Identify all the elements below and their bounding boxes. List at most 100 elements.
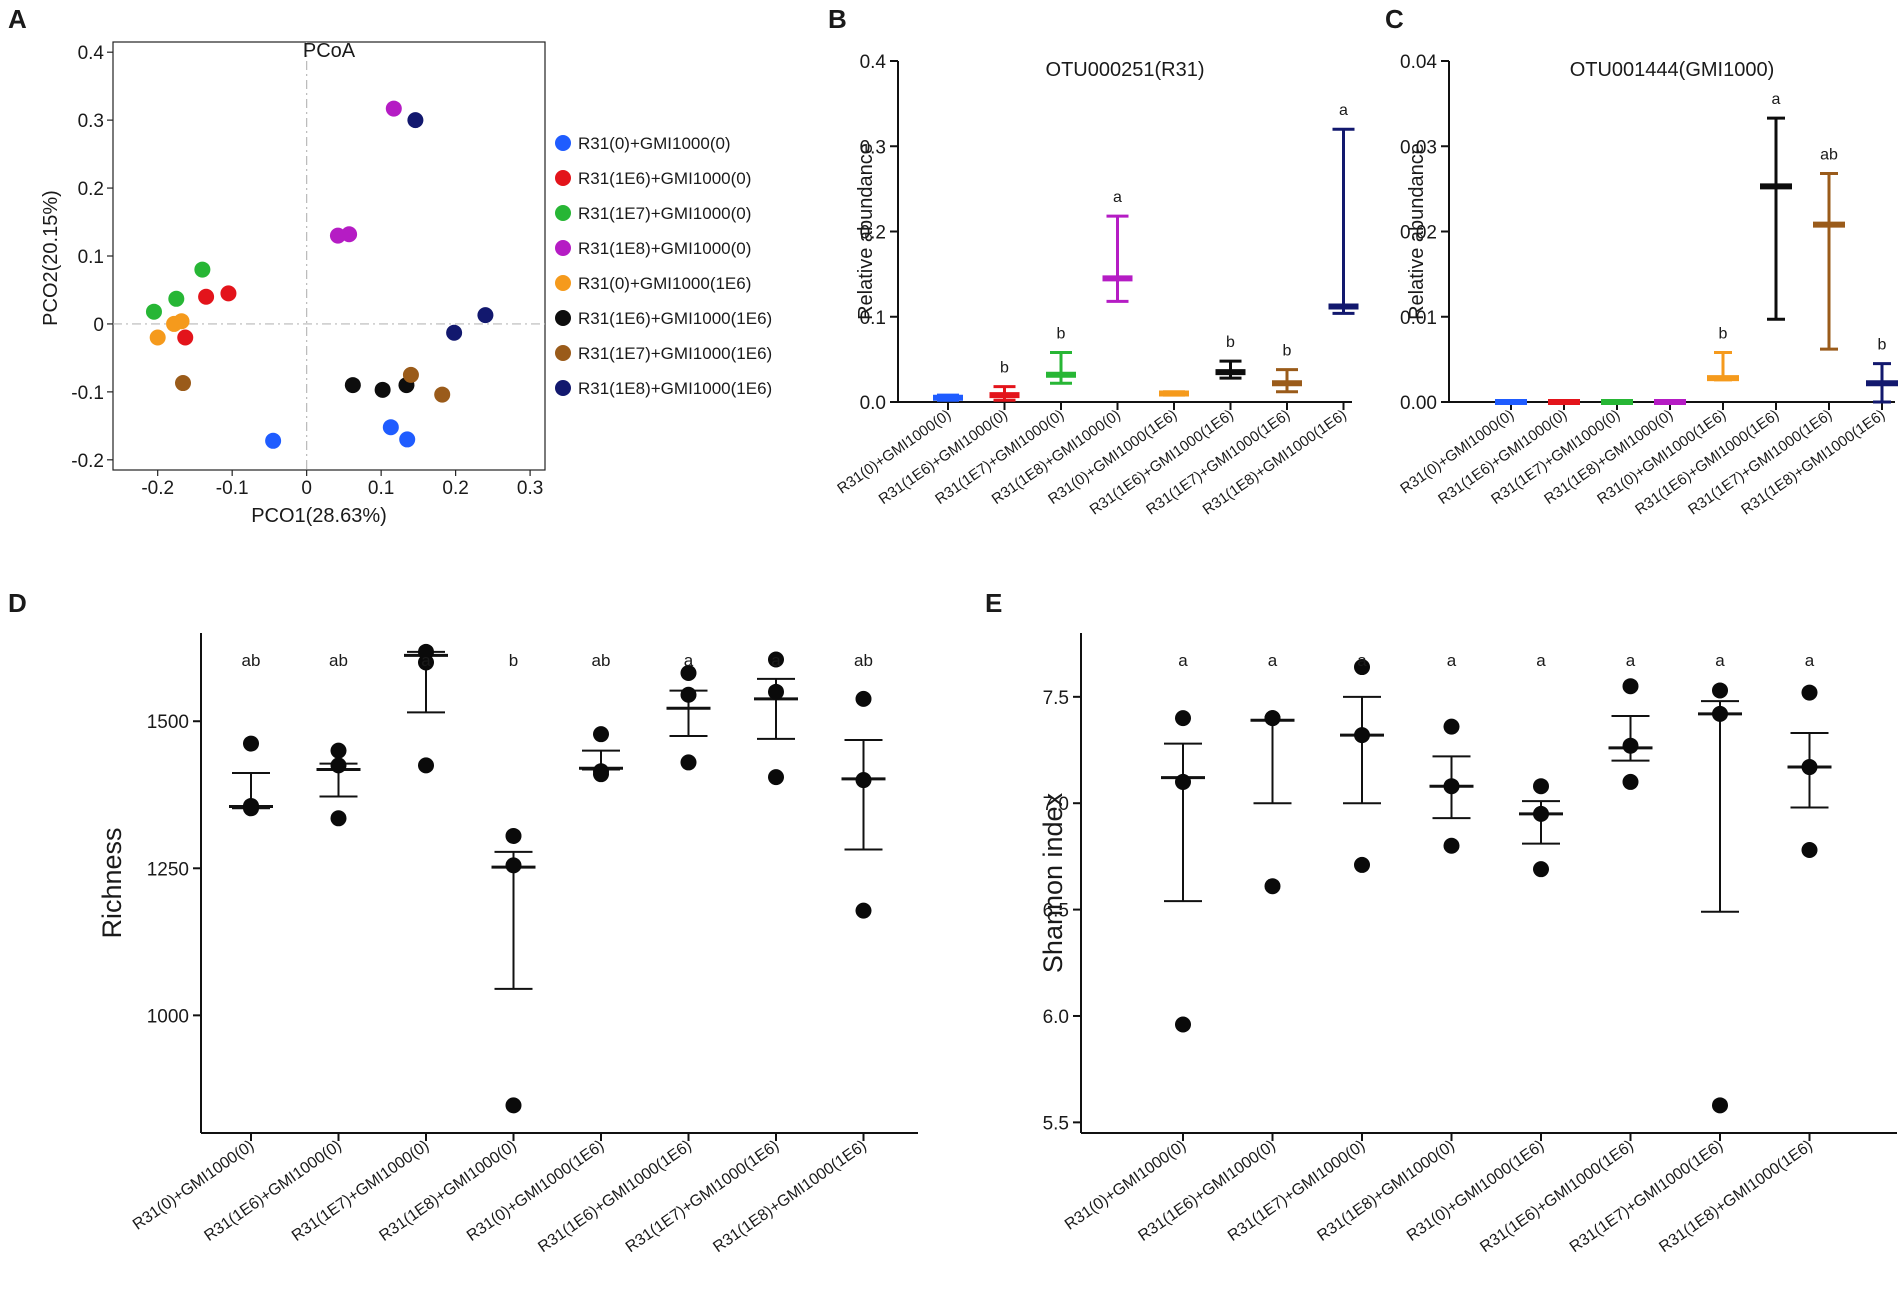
- richness-significance-letter: a: [684, 651, 694, 670]
- shannon-data-point: [1443, 778, 1460, 795]
- richness-data-point: [768, 683, 784, 700]
- shannon-data-point: [1533, 805, 1549, 822]
- legend-label: R31(1E8)+GMI1000(0): [578, 239, 751, 258]
- legend-label: R31(0)+GMI1000(1E6): [578, 274, 751, 293]
- legend-label: R31(0)+GMI1000(0): [578, 134, 731, 153]
- richness-significance-letter: ab: [329, 651, 348, 670]
- shannon-significance-letter: a: [1536, 651, 1546, 670]
- shannon-y-tick-label: 6.5: [1043, 901, 1069, 922]
- legend-label: R31(1E6)+GMI1000(0): [578, 169, 751, 188]
- richness-data-point: [418, 757, 434, 774]
- shannon-data-point: [1443, 718, 1460, 735]
- shannon-category-label: R31(1E8)+GMI1000(1E6): [1656, 1137, 1815, 1256]
- shannon-data-point: [1712, 1097, 1728, 1114]
- pcoa-y-tick-label: -0.2: [71, 451, 104, 472]
- richness-panel: 100012501500RichnessR31(0)+GMI1000(0)abR…: [97, 633, 918, 1256]
- richness-data-point: [855, 902, 872, 919]
- richness-data-point: [243, 735, 259, 752]
- richness-data-point: [593, 726, 609, 743]
- richness-data-point: [768, 651, 784, 668]
- richness-category-label: R31(1E7)+GMI1000(1E6): [623, 1137, 782, 1256]
- pcoa-point: [446, 324, 463, 341]
- shannon-data-point: [1264, 710, 1281, 727]
- pcoa-point: [382, 419, 399, 436]
- legend-label: R31(1E7)+GMI1000(1E6): [578, 344, 772, 363]
- legend-label: R31(1E7)+GMI1000(0): [578, 204, 751, 223]
- shannon-data-point: [1712, 682, 1728, 699]
- pcoa-x-tick-label: -0.2: [141, 478, 174, 499]
- pcoa-point: [477, 307, 494, 324]
- pcoa-point: [265, 432, 282, 449]
- pcoa-y-tick-label: 0: [93, 315, 104, 336]
- shannon-y-tick-label: 7.5: [1043, 688, 1069, 709]
- legend-marker: [555, 170, 571, 186]
- pcoa-y-tick-label: 0.2: [78, 179, 104, 200]
- shannon-y-tick-label: 7.0: [1043, 794, 1069, 815]
- pcoa-point: [177, 329, 194, 346]
- shannon-data-point: [1801, 759, 1818, 776]
- richness-category-label: R31(1E6)+GMI1000(1E6): [535, 1137, 694, 1256]
- otu-gmi1000-significance-letter: b: [1878, 337, 1887, 354]
- shannon-data-point: [1354, 856, 1370, 873]
- pcoa-x-tick-label: 0.2: [442, 478, 468, 499]
- pcoa-point: [145, 303, 162, 320]
- shannon-data-point: [1533, 778, 1549, 795]
- shannon-significance-letter: a: [1447, 651, 1457, 670]
- pcoa-x-tick-label: 0: [301, 478, 312, 499]
- otu-r31-significance-letter: a: [1339, 102, 1348, 119]
- shannon-data-point: [1354, 659, 1370, 676]
- pcoa-title: PCoA: [303, 40, 356, 62]
- pcoa-point: [402, 366, 419, 383]
- otu-gmi1000-y-tick-label: 0.01: [1400, 308, 1437, 329]
- legend-label: R31(1E8)+GMI1000(1E6): [578, 379, 772, 398]
- panel-label-b: B: [828, 4, 847, 34]
- richness-significance-letter: a: [421, 651, 431, 670]
- shannon-data-point: [1712, 705, 1728, 722]
- otu-r31-y-tick-label: 0.1: [860, 308, 886, 329]
- pcoa-point: [198, 288, 215, 305]
- shannon-category-label: R31(1E7)+GMI1000(1E6): [1567, 1137, 1726, 1256]
- otu-gmi1000-significance-letter: ab: [1820, 147, 1838, 164]
- pcoa-point: [399, 431, 416, 448]
- richness-data-point: [680, 686, 697, 703]
- richness-data-point: [593, 766, 609, 783]
- richness-data-point: [680, 754, 697, 771]
- shannon-significance-letter: a: [1357, 651, 1367, 670]
- otu-gmi1000-panel: 0.00 0.01 0.02 0.03 0.04 OTU001444(GMI1000) Re…: [1397, 52, 1898, 519]
- pcoa-point: [194, 261, 211, 278]
- otu-gmi1000-y-tick-label: 0.00: [1400, 393, 1437, 414]
- panel-label-c: C: [1385, 4, 1404, 34]
- pcoa-x-tick-label: 0.3: [517, 478, 543, 499]
- otu-gmi1000-y-axis-title: Relative abundance: [1406, 143, 1428, 320]
- pcoa-x-tick-label: 0.1: [368, 478, 394, 499]
- shannon-significance-letter: a: [1178, 651, 1188, 670]
- otu-r31-significance-letter: b: [1226, 334, 1235, 351]
- shannon-category-label: R31(1E6)+GMI1000(1E6): [1477, 1137, 1636, 1256]
- pcoa-point: [407, 112, 424, 129]
- legend-marker: [555, 310, 571, 326]
- pcoa-x-axis-title: PCO1(28.63%): [251, 505, 387, 527]
- richness-y-tick-label: 1000: [147, 1006, 189, 1027]
- shannon-significance-letter: a: [1268, 651, 1278, 670]
- pcoa-panel: PCoA -0.2 -0.1 0 0.1 0.2 0.3 -0.2 -0.1 0 0.1 0.2 0.3…: [40, 40, 772, 527]
- richness-data-point: [505, 857, 522, 874]
- otu-r31-y-axis-title: Relative abundance: [855, 143, 877, 320]
- richness-data-point: [768, 769, 784, 786]
- shannon-data-point: [1175, 710, 1191, 727]
- richness-data-point: [330, 757, 347, 774]
- otu-gmi1000-significance-letter: a: [1772, 91, 1781, 108]
- richness-data-point: [855, 690, 872, 707]
- legend-marker: [555, 135, 571, 151]
- richness-significance-letter: ab: [592, 651, 611, 670]
- richness-data-point: [330, 742, 347, 759]
- richness-significance-letter: ab: [854, 651, 873, 670]
- pcoa-y-tick-label: 0.3: [78, 111, 104, 132]
- pcoa-point: [385, 100, 402, 117]
- otu-r31-y-tick-label: 0.2: [860, 223, 886, 244]
- otu-r31-significance-letter: b: [1000, 360, 1009, 377]
- richness-data-point: [418, 654, 434, 671]
- panel-label-a: A: [8, 4, 27, 34]
- pcoa-y-tick-label: 0.1: [78, 247, 104, 268]
- pcoa-y-tick-label: -0.1: [71, 383, 104, 404]
